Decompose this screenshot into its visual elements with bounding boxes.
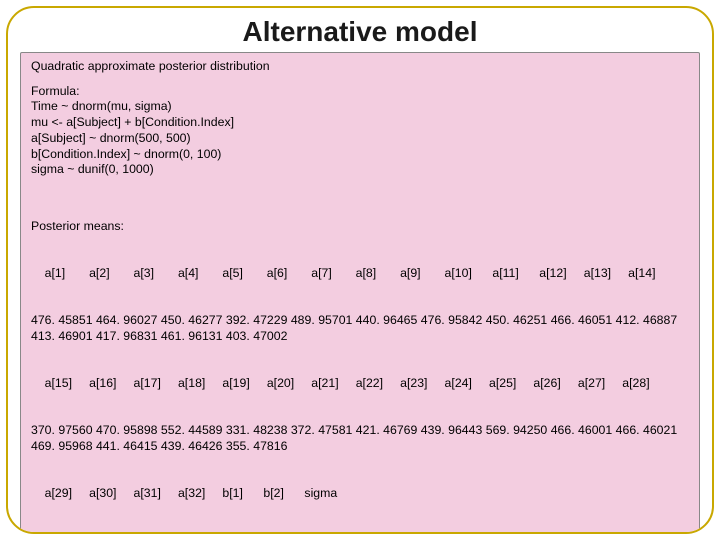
means-labels-row: a[15] a[16] a[17] a[18] a[19] a[20] a[21… [31, 376, 689, 392]
slide-frame: Alternative model Quadratic approximate … [6, 6, 714, 534]
formula-line: a[Subject] ~ dnorm(500, 500) [31, 131, 689, 147]
means-values-row: 462. 46085 518. 45197 418. 96800 475. 95… [31, 533, 689, 534]
means-header: Posterior means: [31, 219, 689, 235]
means-values-row: 370. 97560 470. 95898 552. 44589 331. 48… [31, 423, 689, 454]
val-seg: 8. 95843 [412, 533, 470, 534]
formula-block: Formula: Time ~ dnorm(mu, sigma) mu <- a… [31, 84, 689, 178]
formula-line: Time ~ dnorm(mu, sigma) [31, 99, 689, 115]
val-seg: 462. 46085 518. 45197 418. 96800 475. 95… [31, 533, 291, 534]
formula-line: sigma ~ dunif(0, 1000) [31, 162, 689, 178]
slide-title: Alternative model [8, 16, 712, 48]
means-labels-row: a[1] a[2] a[3] a[4] a[5] a[6] a[7] a[8] … [31, 266, 689, 282]
content-panel: Quadratic approximate posterior distribu… [20, 52, 700, 534]
means-labels-row: a[29] a[30] a[31] a[32] b[1] b[2] sigma [31, 486, 689, 502]
means-values-row: 476. 45851 464. 96027 450. 46277 392. 47… [31, 313, 689, 344]
formula-line: mu <- a[Subject] + b[Condition.Index] [31, 115, 689, 131]
formula-line: b[Condition.Index] ~ dnorm(0, 100) [31, 147, 689, 163]
val-seg-bold: -36. 53240 -29. 37841 [291, 533, 412, 534]
posterior-means-block: Posterior means: a[1] a[2] a[3] a[4] a[5… [31, 187, 689, 534]
subtitle: Quadratic approximate posterior distribu… [31, 59, 689, 75]
formula-header: Formula: [31, 84, 689, 100]
